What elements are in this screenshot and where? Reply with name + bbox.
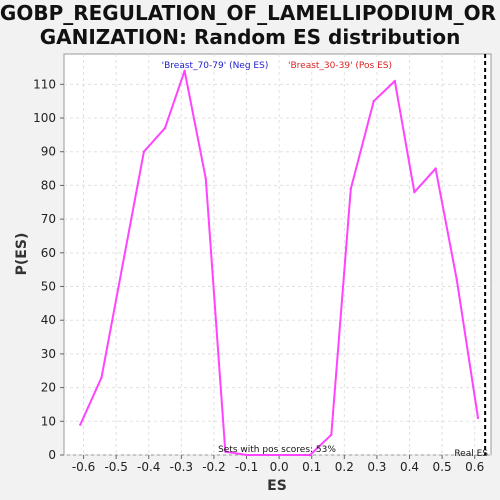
y-axis: 0 10 20 30 40 50 60 70 80 90 100 110 (33, 77, 64, 462)
y-tick-label: 100 (33, 111, 56, 125)
data-point (476, 416, 480, 420)
data-point (372, 99, 375, 103)
grid (64, 54, 491, 456)
y-tick-label: 80 (41, 178, 56, 192)
data-point (100, 376, 103, 379)
x-tick-label: 0.0 (270, 460, 289, 474)
data-point (79, 423, 82, 426)
data-point (183, 69, 186, 73)
x-axis-label: ES (267, 478, 287, 494)
data-point (349, 187, 353, 190)
pos-scores-label: Sets with pos scores: 53% (218, 445, 336, 455)
plot-area (63, 53, 492, 456)
data-point (308, 453, 312, 457)
data-point (204, 177, 207, 180)
chart-title-line1: GOBP_REGULATION_OF_LAMELLIPODIUM_OR (0, 1, 496, 25)
y-tick-label: 40 (41, 313, 56, 327)
y-axis-label: P(ES) (14, 233, 30, 276)
neg-es-label: 'Breast_70-79' (Neg ES) (162, 61, 269, 71)
real-es-label: Real ES (454, 449, 488, 459)
y-tick-label: 60 (41, 246, 56, 260)
y-tick-label: 110 (33, 77, 56, 91)
data-point (142, 150, 146, 153)
x-tick-label: -0.2 (202, 460, 225, 474)
y-tick-label: 50 (41, 280, 56, 294)
data-point (393, 79, 397, 83)
data-point (330, 433, 333, 436)
x-tick-label: 0.6 (465, 460, 484, 474)
data-point (163, 126, 167, 130)
x-tick-label: 0.4 (400, 460, 419, 474)
y-tick-label: 20 (41, 381, 56, 395)
x-tick-label: -0.4 (137, 460, 160, 474)
data-point (224, 450, 227, 453)
x-axis: -0.6 -0.5 -0.4 -0.3 -0.2 -0.1 0.0 0.1 0.2 0.3 0.4 0… (72, 455, 484, 474)
chart-title-line2: GANIZATION: Random ES distribution (40, 25, 461, 49)
y-tick-label: 90 (41, 145, 56, 159)
x-tick-label: -0.5 (104, 460, 127, 474)
data-point (287, 453, 291, 457)
series-layer (79, 69, 480, 457)
y-tick-label: 10 (41, 414, 56, 428)
y-tick-label: 70 (41, 212, 56, 226)
x-tick-label: -0.1 (235, 460, 258, 474)
x-tick-label: 0.2 (335, 460, 354, 474)
x-tick-label: 0.1 (302, 460, 321, 474)
x-tick-label: -0.6 (72, 460, 95, 474)
x-tick-label: 0.5 (433, 460, 452, 474)
data-point (245, 453, 248, 457)
data-point (434, 167, 437, 170)
y-tick-label: 30 (41, 347, 56, 361)
pos-es-label: 'Breast_30-39' (Pos ES) (288, 61, 392, 71)
data-point (455, 278, 458, 281)
x-tick-label: -0.3 (170, 460, 193, 474)
y-tick-label: 0 (48, 448, 56, 462)
x-tick-label: 0.3 (367, 460, 386, 474)
data-point (413, 190, 416, 194)
data-point (266, 453, 269, 457)
